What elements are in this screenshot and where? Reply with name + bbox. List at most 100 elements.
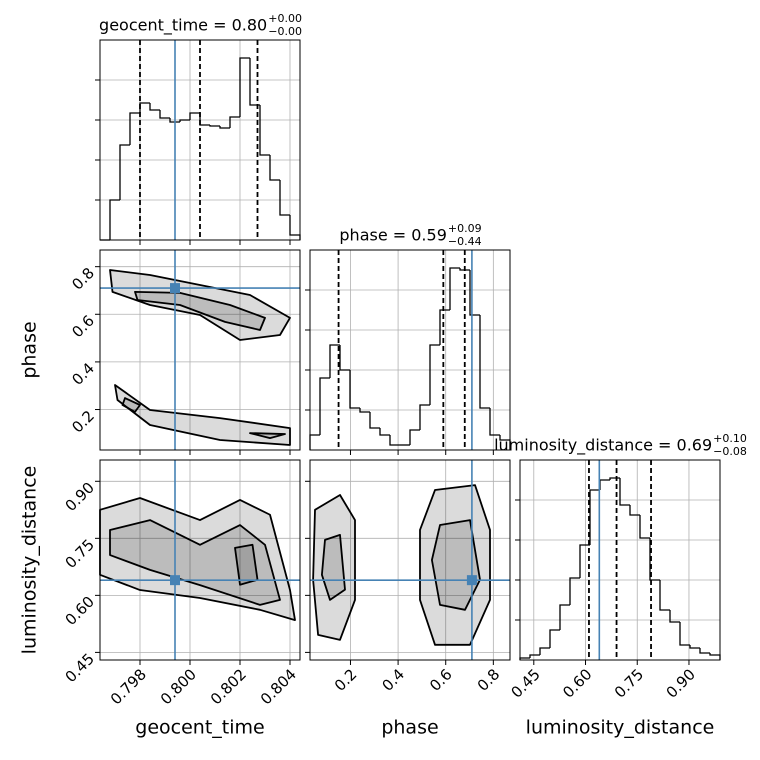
histogram-step [259, 105, 270, 156]
panel-frame [99, 249, 301, 451]
y-tick-label: 0.8 [68, 264, 98, 294]
histogram-step [229, 116, 240, 128]
y-tick-label: 0.90 [62, 479, 98, 515]
x-axis-label: phase [381, 717, 438, 739]
histogram-step [589, 489, 600, 545]
histogram-step [579, 544, 590, 578]
panel-background [100, 460, 300, 660]
histogram-step [359, 408, 370, 413]
title-lower: −0.08 [713, 445, 747, 458]
contour [99, 497, 296, 621]
y-axis-label: luminosity_distance [19, 466, 41, 655]
histogram-step [699, 648, 710, 654]
histogram-step [179, 119, 190, 122]
title-lower: −0.44 [448, 235, 482, 248]
histogram-step [569, 577, 580, 605]
histogram-step [189, 112, 200, 120]
panel-title: geocent_time = 0.80 [99, 16, 267, 36]
y-tick-label: 0.2 [68, 407, 98, 437]
histogram-step [239, 57, 250, 117]
truth-marker [466, 575, 477, 586]
truth-marker [170, 575, 180, 586]
histogram-step [489, 408, 500, 436]
histogram-step [479, 315, 490, 409]
panel-frame [309, 459, 511, 661]
y-tick-label: 0.4 [68, 359, 98, 389]
title-lower: −0.00 [268, 25, 302, 38]
y-tick-label: 0.45 [62, 650, 98, 686]
histogram-step [129, 112, 140, 145]
x-tick-label: 0.798 [107, 665, 150, 708]
histogram-step [119, 144, 130, 200]
x-tick-label: 0.804 [257, 665, 300, 708]
panel-frame [309, 249, 511, 451]
histogram-step [379, 428, 390, 436]
truth-marker [170, 283, 180, 294]
histogram-step [419, 404, 430, 430]
x-tick-label: 0.8 [474, 665, 504, 695]
histogram-step [459, 268, 470, 271]
histogram-step [619, 478, 630, 506]
x-tick-label: 0.6 [426, 665, 456, 695]
histogram-step [639, 515, 650, 539]
x-tick-label: 0.2 [331, 665, 361, 695]
histogram-step [369, 412, 380, 429]
histogram-step [529, 654, 540, 658]
panel-frame [519, 459, 721, 661]
y-tick-label: 0.60 [62, 593, 98, 629]
panel-frame [99, 39, 301, 241]
histogram-step [319, 377, 330, 435]
x-tick-label: 0.90 [663, 665, 699, 701]
histogram-step [439, 309, 450, 345]
x-axis-label: luminosity_distance [526, 717, 715, 739]
histogram-step [279, 180, 290, 216]
histogram-step [269, 155, 280, 181]
x-tick-label: 0.4 [379, 665, 409, 695]
histogram-step [669, 610, 680, 623]
y-tick-label: 0.6 [68, 312, 98, 342]
histogram-step [389, 435, 400, 446]
x-tick-label: 0.800 [157, 665, 200, 708]
histogram-step [329, 344, 340, 378]
histogram-step [219, 126, 230, 129]
contour [312, 494, 356, 641]
histogram-step [649, 538, 660, 581]
panel-background [310, 250, 510, 450]
contour [121, 397, 141, 413]
y-axis-label: phase [19, 321, 41, 378]
x-tick-label: 0.60 [559, 665, 595, 701]
histogram-step [659, 580, 670, 611]
contour [134, 291, 266, 331]
histogram-step [539, 647, 550, 655]
histogram-step [209, 125, 220, 127]
histogram-step [629, 505, 640, 516]
contour [249, 432, 286, 439]
contour [109, 519, 281, 606]
contour [234, 543, 259, 586]
x-axis-label: geocent_time [135, 717, 264, 739]
y-tick-label: 0.75 [62, 536, 98, 572]
x-tick-label: 0.802 [207, 665, 250, 708]
x-tick-label: 0.45 [507, 665, 543, 701]
panel-frame [99, 459, 301, 661]
panel-title: luminosity_distance = 0.69 [494, 436, 712, 456]
histogram-step [339, 345, 350, 371]
histogram-step [679, 622, 690, 646]
x-tick-label: 0.75 [611, 665, 647, 701]
histogram-step [149, 103, 160, 111]
histogram-step [159, 110, 170, 119]
histogram-step [559, 604, 570, 630]
histogram-step [549, 629, 560, 648]
panel-title: phase = 0.59 [339, 226, 446, 245]
histogram-step [409, 429, 420, 445]
contour [321, 534, 346, 601]
histogram-step [169, 118, 180, 123]
contour [431, 519, 481, 611]
histogram-step [689, 645, 700, 649]
histogram-step [349, 370, 360, 409]
histogram-step [109, 199, 120, 240]
histogram-step [449, 267, 460, 310]
title-upper: +0.09 [448, 222, 482, 235]
histogram-step [469, 270, 480, 316]
